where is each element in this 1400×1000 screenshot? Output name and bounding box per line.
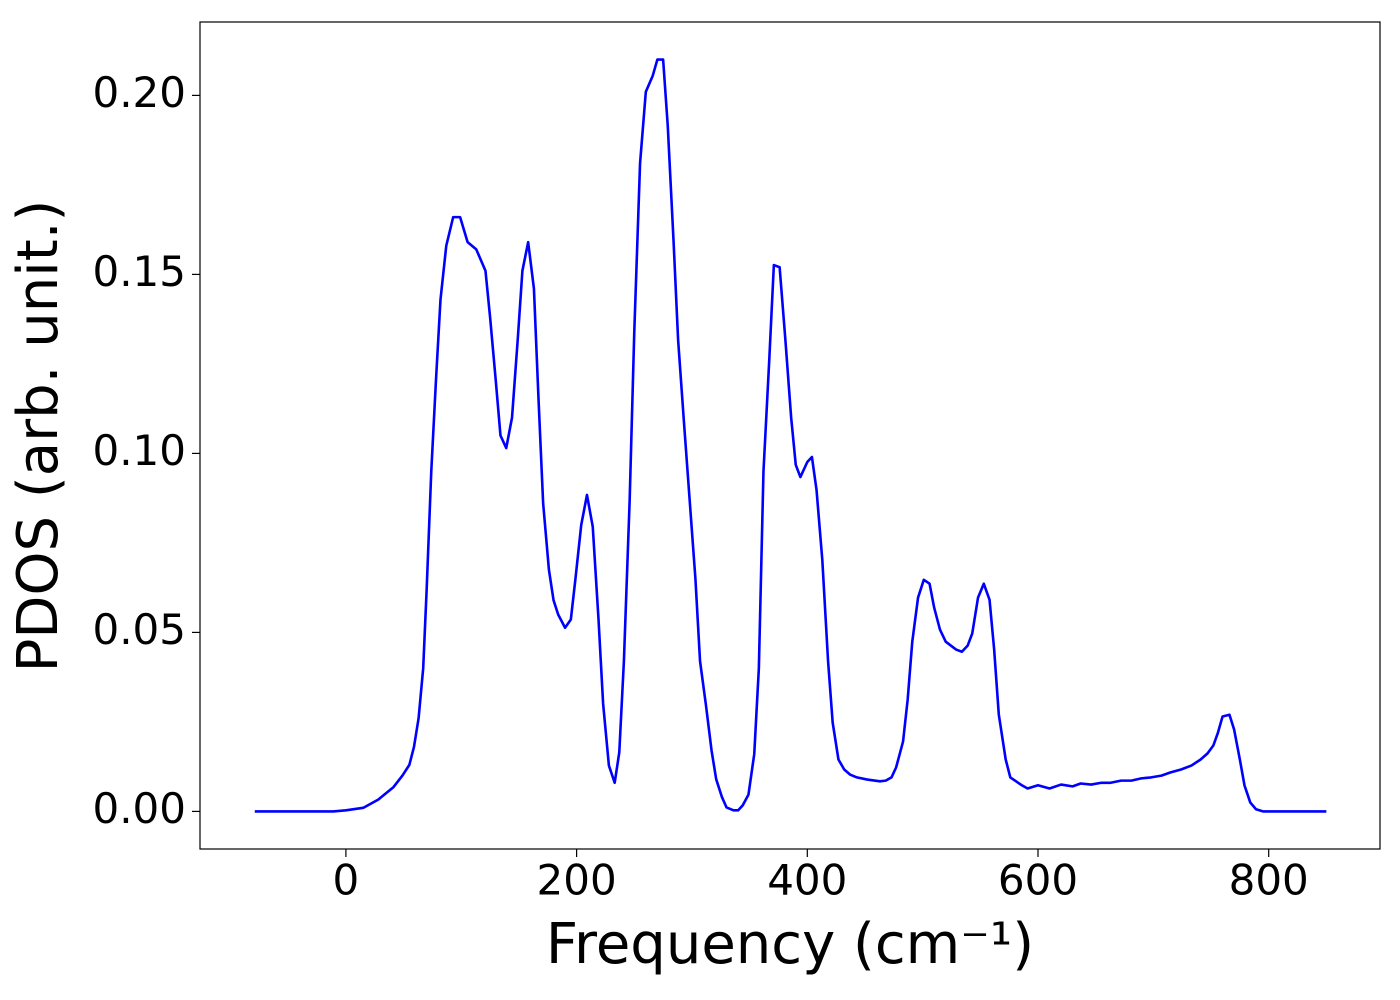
- x-tick-label: 800: [1229, 856, 1309, 905]
- x-tick-label: 400: [767, 856, 847, 905]
- data-line: [254, 58, 1327, 813]
- y-tick-label: 0.20: [92, 68, 186, 117]
- plot-frame: [199, 21, 1381, 850]
- x-tick-label: 600: [998, 856, 1078, 905]
- y-tick-label: 0.00: [92, 784, 186, 833]
- x-axis-label: Frequency (cm⁻¹): [546, 912, 1034, 977]
- x-tick-label: 200: [537, 856, 617, 905]
- y-axis-label: PDOS (arb. unit.): [6, 200, 71, 673]
- y-tick-label: 0.05: [92, 605, 186, 654]
- y-tick-label: 0.15: [92, 247, 186, 296]
- x-tick-label: 0: [333, 856, 360, 905]
- y-tick-label: 0.10: [92, 426, 186, 475]
